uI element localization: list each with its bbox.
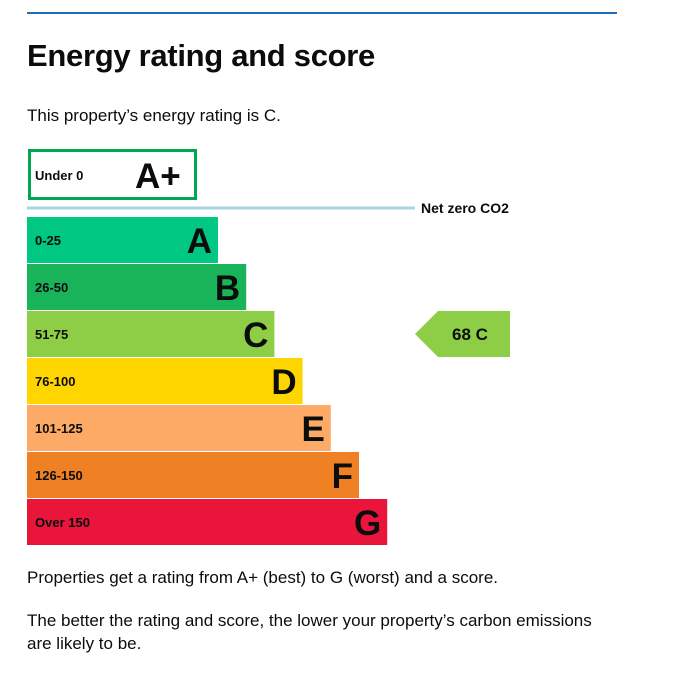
band-range-a: 0-25: [35, 233, 61, 248]
emissions-explanation: The better the rating and score, the low…: [27, 611, 592, 653]
net-zero-label: Net zero CO2: [421, 200, 509, 216]
current-rating-label: 68 C: [452, 325, 488, 344]
band-letter-a-plus: A+: [135, 157, 181, 196]
energy-rating-chart: Under 0 A+ Net zero CO2 0-25 A 26-50 B 51-75 C 76…: [27, 149, 510, 545]
band-bar-a: [27, 217, 218, 263]
band-bar-g: [27, 499, 388, 545]
band-range-a-plus: Under 0: [35, 168, 83, 183]
rating-explanation: Properties get a rating from A+ (best) t…: [27, 568, 499, 587]
band-range-b: 26-50: [35, 280, 68, 295]
band-bar-d: [27, 358, 303, 404]
band-bar-c: [27, 311, 275, 357]
band-range-f: 126-150: [35, 468, 83, 483]
band-letter-b: B: [215, 269, 240, 308]
rating-summary: This property’s energy rating is C.: [27, 106, 281, 125]
band-letter-e: E: [301, 410, 324, 449]
band-range-e: 101-125: [35, 421, 83, 436]
band-letter-g: G: [354, 504, 381, 543]
band-bar-b: [27, 264, 247, 310]
band-range-g: Over 150: [35, 515, 90, 530]
band-bar-a-plus: [28, 149, 197, 200]
band-letter-d: D: [271, 363, 296, 402]
band-range-d: 76-100: [35, 374, 75, 389]
band-letter-f: F: [332, 457, 353, 496]
band-letter-a: A: [187, 222, 212, 261]
top-divider: [27, 12, 617, 14]
current-rating-marker: [415, 311, 510, 357]
band-bar-e: [27, 405, 331, 451]
page-title: Energy rating and score: [27, 38, 375, 73]
band-bar-f: [27, 452, 359, 498]
band-range-c: 51-75: [35, 327, 68, 342]
band-letter-c: C: [243, 316, 268, 355]
